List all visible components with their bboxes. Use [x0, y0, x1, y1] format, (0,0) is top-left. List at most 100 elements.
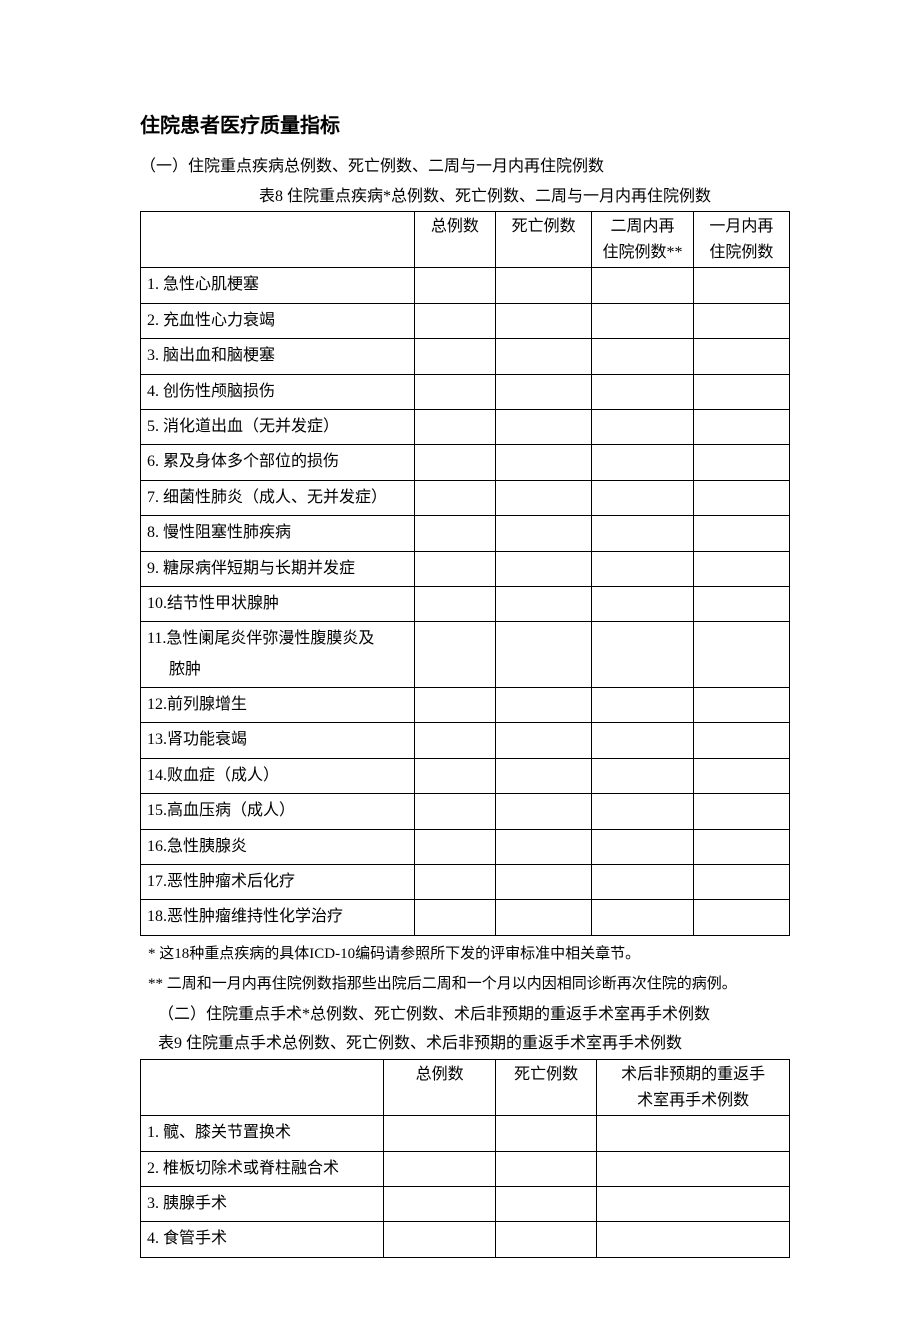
- cell: [592, 900, 693, 935]
- cell: [495, 1116, 596, 1151]
- cell: [592, 339, 693, 374]
- table1-header-row: 总例数 死亡例数 二周内再住院例数** 一月内再住院例数: [141, 212, 790, 268]
- cell: [414, 445, 495, 480]
- row-label: 6. 累及身体多个部位的损伤: [141, 445, 415, 480]
- cell: [384, 1151, 496, 1186]
- table-row: 7. 细菌性肺炎（成人、无并发症）: [141, 480, 790, 515]
- cell: [495, 865, 591, 900]
- row-label: 1. 髋、膝关节置换术: [141, 1116, 384, 1151]
- cell: [597, 1186, 790, 1221]
- table-row: 2. 椎板切除术或脊柱融合术: [141, 1151, 790, 1186]
- cell: [693, 268, 789, 303]
- cell: [495, 586, 591, 621]
- row-label: 2. 椎板切除术或脊柱融合术: [141, 1151, 384, 1186]
- table-row: 16.急性胰腺炎: [141, 829, 790, 864]
- cell: [495, 758, 591, 793]
- cell: [592, 374, 693, 409]
- cell: [693, 480, 789, 515]
- cell: [414, 480, 495, 515]
- cell: [414, 829, 495, 864]
- cell: [414, 758, 495, 793]
- cell: [592, 865, 693, 900]
- cell: [495, 1151, 596, 1186]
- cell: [592, 723, 693, 758]
- table1-header-2week: 二周内再住院例数**: [592, 212, 693, 268]
- cell: [693, 516, 789, 551]
- cell: [414, 409, 495, 444]
- row-label: 3. 脑出血和脑梗塞: [141, 339, 415, 374]
- table-row: 11.急性阑尾炎伴弥漫性腹膜炎及脓肿: [141, 622, 790, 688]
- row-label: 7. 细菌性肺炎（成人、无并发症）: [141, 480, 415, 515]
- page-title: 住院患者医疗质量指标: [140, 110, 790, 142]
- row-label: 9. 糖尿病伴短期与长期并发症: [141, 551, 415, 586]
- cell: [693, 723, 789, 758]
- cell: [384, 1186, 496, 1221]
- cell: [592, 586, 693, 621]
- table-row: 3. 胰腺手术: [141, 1186, 790, 1221]
- cell: [495, 829, 591, 864]
- cell: [592, 516, 693, 551]
- cell: [693, 794, 789, 829]
- cell: [592, 480, 693, 515]
- cell: [693, 409, 789, 444]
- cell: [414, 586, 495, 621]
- row-label: 1. 急性心肌梗塞: [141, 268, 415, 303]
- table-row: 18.恶性肿瘤维持性化学治疗: [141, 900, 790, 935]
- table1-header-blank: [141, 212, 415, 268]
- table-row: 4. 创伤性颅脑损伤: [141, 374, 790, 409]
- cell: [495, 551, 591, 586]
- cell: [693, 688, 789, 723]
- table1-caption: 表8 住院重点疾病*总例数、死亡例数、二周与一月内再住院例数: [140, 184, 790, 210]
- cell: [592, 409, 693, 444]
- cell: [693, 758, 789, 793]
- table-row: 17.恶性肿瘤术后化疗: [141, 865, 790, 900]
- row-label: 15.高血压病（成人）: [141, 794, 415, 829]
- table-row: 4. 食管手术: [141, 1222, 790, 1257]
- row-label: 4. 创伤性颅脑损伤: [141, 374, 415, 409]
- cell: [592, 551, 693, 586]
- cell: [414, 794, 495, 829]
- cell: [693, 303, 789, 338]
- cell: [693, 622, 789, 688]
- cell: [495, 303, 591, 338]
- table-row: 8. 慢性阻塞性肺疾病: [141, 516, 790, 551]
- cell: [693, 551, 789, 586]
- cell: [414, 865, 495, 900]
- cell: [495, 374, 591, 409]
- cell: [693, 586, 789, 621]
- row-label: 8. 慢性阻塞性肺疾病: [141, 516, 415, 551]
- table1: 总例数 死亡例数 二周内再住院例数** 一月内再住院例数 1. 急性心肌梗塞 2…: [140, 211, 790, 936]
- cell: [592, 622, 693, 688]
- section1-heading: （一）住院重点疾病总例数、死亡例数、二周与一月内再住院例数: [140, 154, 790, 180]
- cell: [597, 1222, 790, 1257]
- cell: [414, 900, 495, 935]
- cell: [414, 374, 495, 409]
- table-row: 2. 充血性心力衰竭: [141, 303, 790, 338]
- cell: [592, 268, 693, 303]
- cell: [384, 1116, 496, 1151]
- cell: [495, 688, 591, 723]
- table-row: 12.前列腺增生: [141, 688, 790, 723]
- section2-heading: （二）住院重点手术*总例数、死亡例数、术后非预期的重返手术室再手术例数: [140, 1002, 790, 1028]
- cell: [414, 622, 495, 688]
- row-label: 11.急性阑尾炎伴弥漫性腹膜炎及脓肿: [141, 622, 415, 688]
- cell: [592, 688, 693, 723]
- cell: [693, 445, 789, 480]
- cell: [495, 480, 591, 515]
- cell: [495, 339, 591, 374]
- cell: [495, 900, 591, 935]
- table-row: 10.结节性甲状腺肿: [141, 586, 790, 621]
- cell: [495, 1222, 596, 1257]
- table-row: 3. 脑出血和脑梗塞: [141, 339, 790, 374]
- table1-header-1month: 一月内再住院例数: [693, 212, 789, 268]
- cell: [414, 339, 495, 374]
- footnote2: ** 二周和一月内再住院例数指那些出院后二周和一个月以内因相同诊断再次住院的病例…: [140, 972, 790, 996]
- row-label: 16.急性胰腺炎: [141, 829, 415, 864]
- cell: [597, 1116, 790, 1151]
- row-label: 18.恶性肿瘤维持性化学治疗: [141, 900, 415, 935]
- cell: [597, 1151, 790, 1186]
- cell: [592, 758, 693, 793]
- cell: [592, 794, 693, 829]
- row-label: 2. 充血性心力衰竭: [141, 303, 415, 338]
- cell: [495, 409, 591, 444]
